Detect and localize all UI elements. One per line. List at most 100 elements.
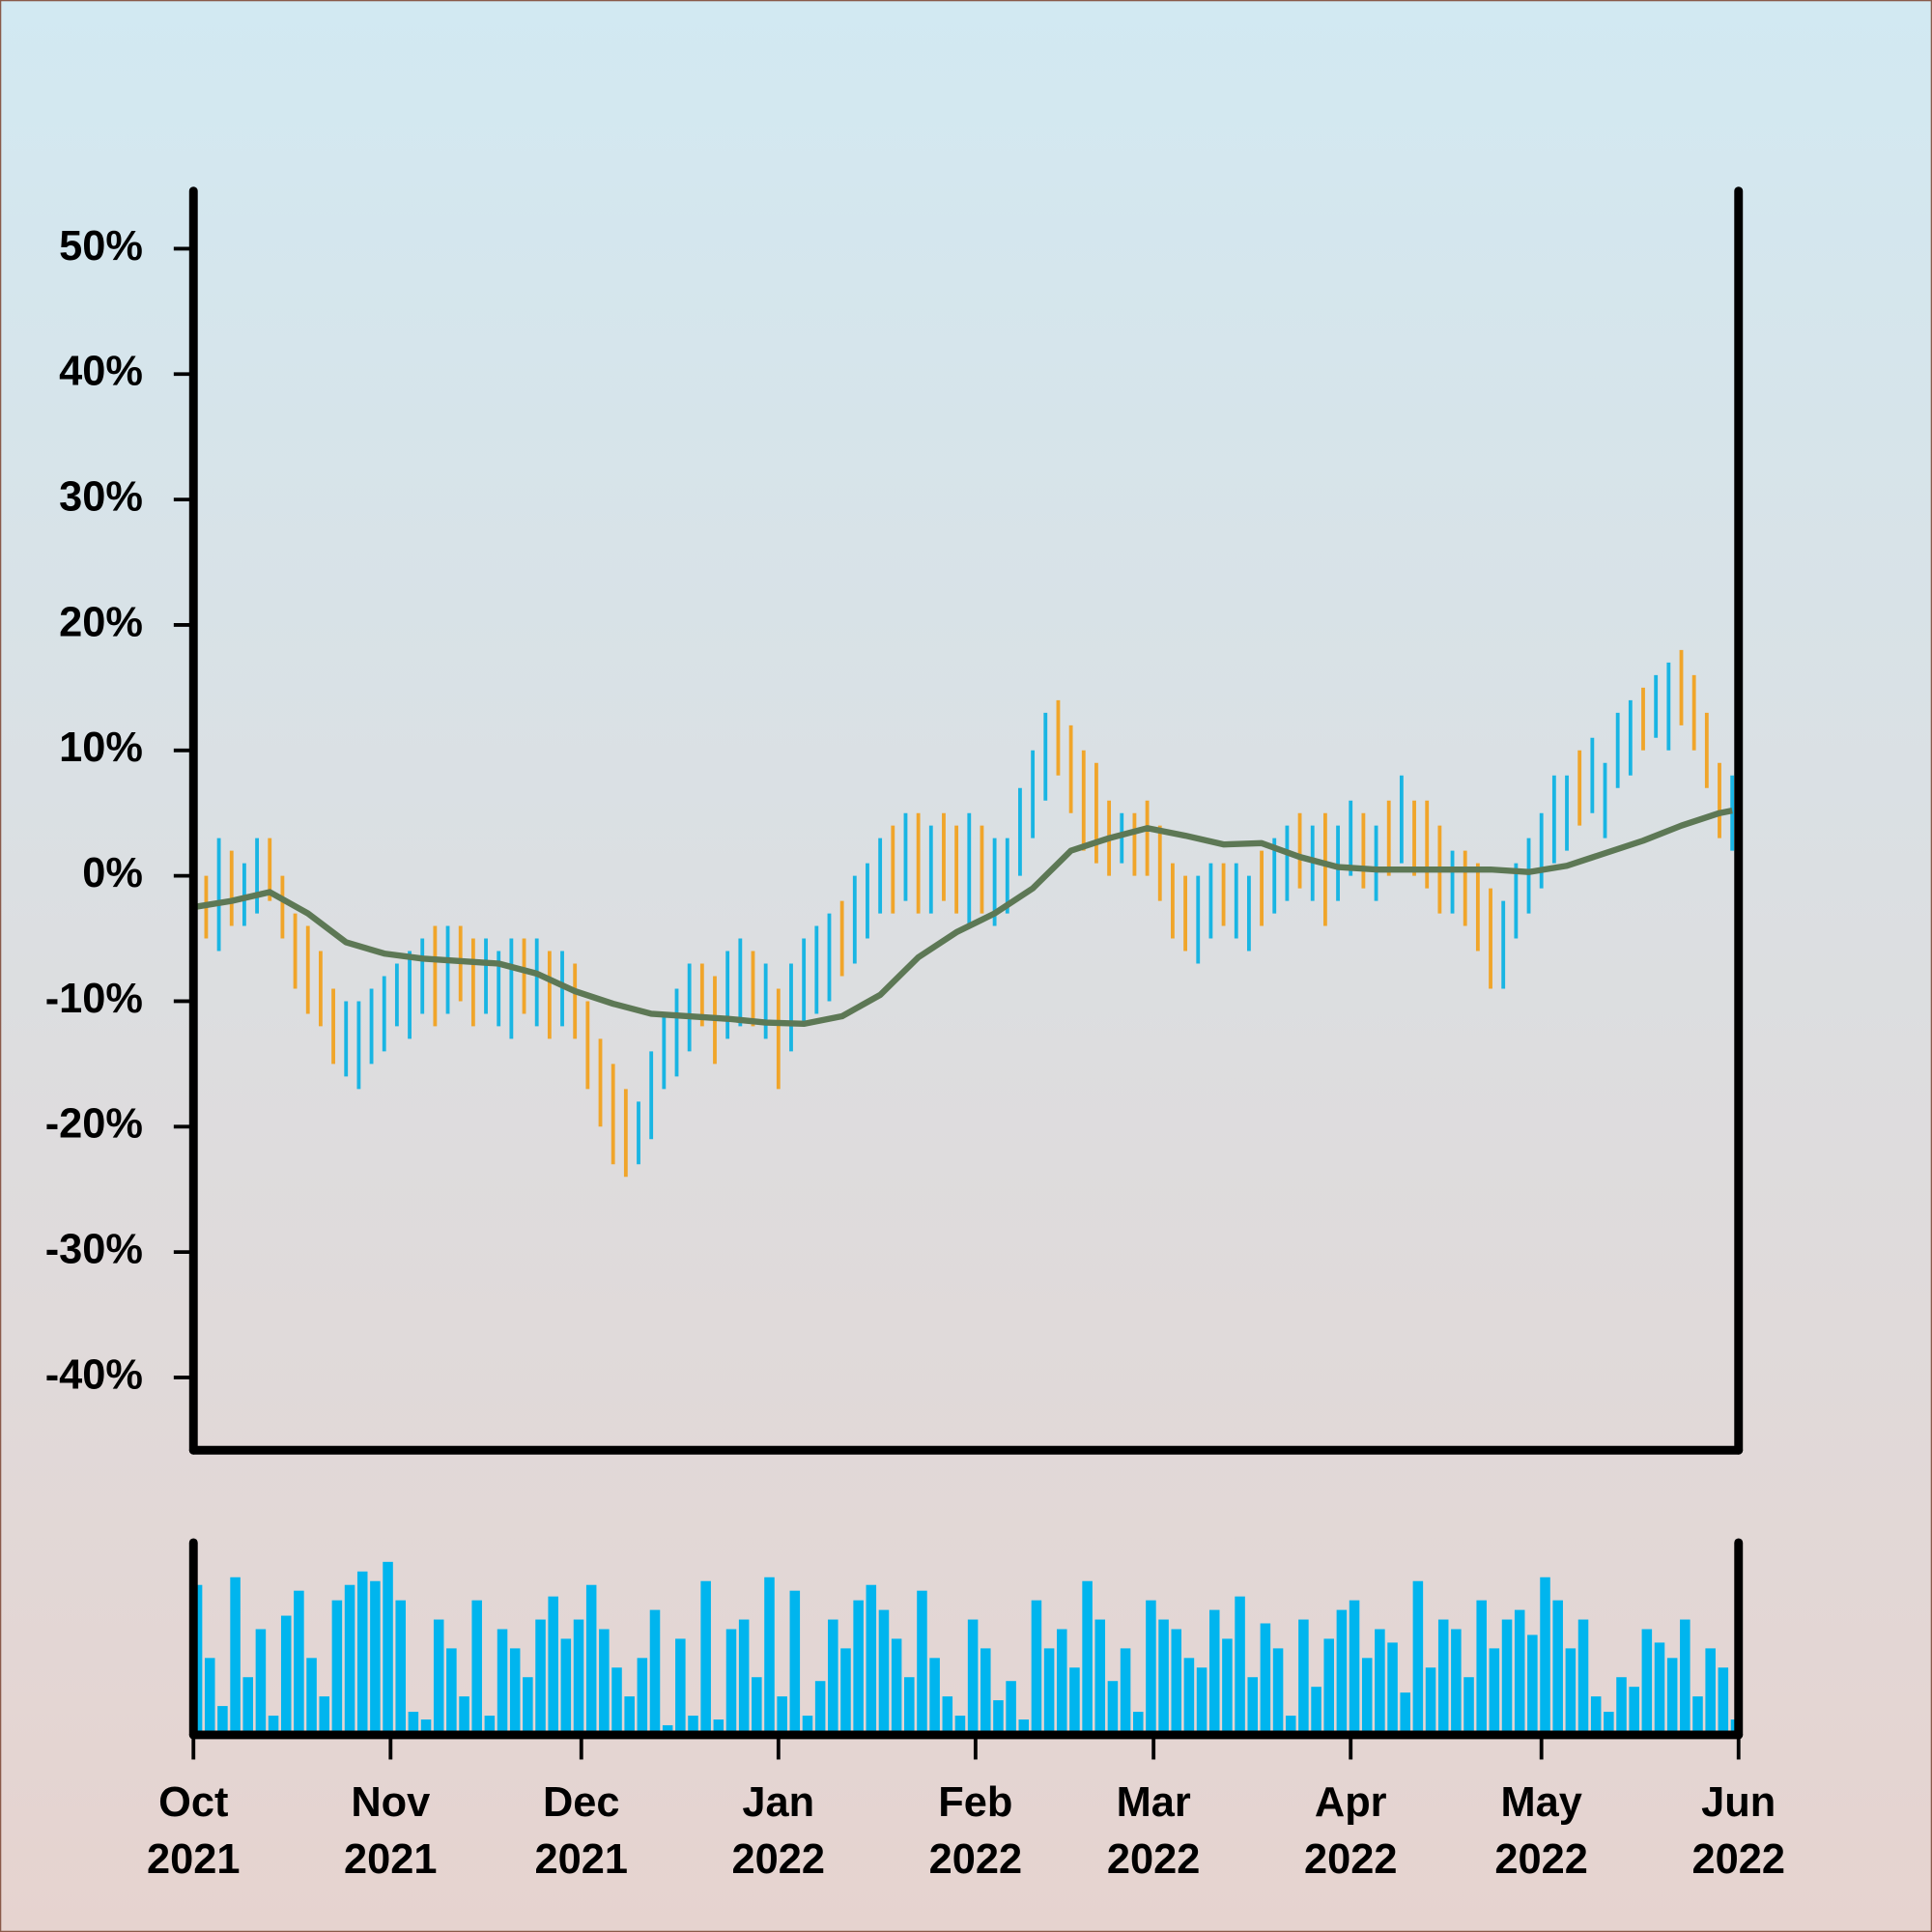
- volume-bar: [1183, 1658, 1195, 1735]
- x-tick-label: Feb 2022: [928, 1778, 1023, 1883]
- y-tick-label: -40%: [45, 1351, 143, 1398]
- volume-bar: [433, 1619, 444, 1735]
- y-tick-label: 20%: [59, 599, 143, 645]
- x-tick-label: May 2022: [1494, 1778, 1588, 1883]
- volume-bar: [1400, 1692, 1410, 1735]
- volume-bar: [1718, 1667, 1729, 1735]
- volume-bar: [993, 1700, 1004, 1735]
- volume-bar: [459, 1696, 469, 1735]
- volume-bar: [725, 1629, 737, 1735]
- volume-bar: [1158, 1619, 1169, 1735]
- volume-bar: [344, 1584, 355, 1735]
- moving-average-line: [192, 807, 1733, 1028]
- volume-bar: [840, 1648, 851, 1735]
- volume-bar: [1272, 1648, 1284, 1735]
- volume-bar: [752, 1677, 762, 1735]
- volume-bar: [675, 1638, 686, 1735]
- volume-bar: [1577, 1619, 1589, 1735]
- volume-bar: [1629, 1687, 1639, 1735]
- volume-bar: [1006, 1681, 1016, 1735]
- volume-bar: [1451, 1629, 1462, 1735]
- x-tick-label: Nov 2021: [344, 1778, 438, 1883]
- volume-bar: [802, 1716, 813, 1735]
- x-tick-label: Oct 2021: [147, 1778, 241, 1883]
- volume-bar: [828, 1619, 838, 1735]
- volume-bar: [1222, 1638, 1233, 1735]
- volume-bar: [1540, 1577, 1550, 1735]
- x-tick-label-box: Mar 2022: [1107, 1779, 1200, 1883]
- volume-bar: [1260, 1623, 1271, 1735]
- volume-bar: [1616, 1677, 1627, 1735]
- volume-bar: [1604, 1712, 1614, 1735]
- volume-bar: [777, 1696, 787, 1735]
- volume-bar: [1107, 1681, 1119, 1735]
- volume-bar: [1527, 1634, 1538, 1735]
- volume-bar: [319, 1696, 329, 1735]
- volume-bar: [878, 1609, 890, 1735]
- volume-bar: [637, 1658, 648, 1735]
- volume-bar: [1323, 1638, 1334, 1735]
- y-tick-label: -20%: [45, 1101, 143, 1148]
- x-tick-label: Dec 2021: [534, 1778, 628, 1883]
- volume-bar: [1018, 1719, 1030, 1735]
- x-tick-label-box: Jan 2022: [732, 1779, 825, 1883]
- volume-bar: [1375, 1629, 1385, 1735]
- volume-bar: [1336, 1609, 1348, 1735]
- volume-bar: [1120, 1648, 1131, 1735]
- volume-bar: [509, 1648, 521, 1735]
- volume-bar: [1235, 1596, 1245, 1735]
- y-tick-label: -30%: [45, 1227, 143, 1273]
- volume-bar: [1692, 1696, 1703, 1735]
- volume-bar: [1171, 1629, 1182, 1735]
- volume-bar: [1476, 1600, 1487, 1735]
- volume-bar: [700, 1580, 711, 1735]
- volume-bar: [942, 1696, 953, 1735]
- x-tick-label: Jun 2022: [1691, 1778, 1785, 1883]
- volume-bar: [1565, 1648, 1577, 1735]
- x-tick-label-box: May 2022: [1494, 1778, 1588, 1883]
- volume-bar: [904, 1677, 915, 1735]
- volume-bar: [1680, 1619, 1690, 1735]
- y-tick-label: 50%: [59, 223, 143, 270]
- volume-bar: [891, 1638, 902, 1735]
- x-tick-label: Apr 2022: [1303, 1778, 1398, 1883]
- volume-bar: [204, 1658, 215, 1735]
- volume-bar: [383, 1561, 393, 1735]
- volume-bar: [1031, 1600, 1042, 1735]
- volume-bar: [471, 1600, 482, 1735]
- volume-bar: [1132, 1712, 1144, 1735]
- volume-bar: [1361, 1658, 1373, 1735]
- volume-bar: [611, 1667, 622, 1735]
- volume-bar: [306, 1658, 317, 1735]
- volume-bar: [738, 1619, 750, 1735]
- volume-bar: [1641, 1629, 1653, 1735]
- volume-bar: [408, 1712, 419, 1735]
- volume-bar: [713, 1719, 724, 1735]
- volume-bar: [929, 1658, 940, 1735]
- volume-bar: [230, 1577, 241, 1735]
- volume-bar: [573, 1619, 584, 1735]
- volume-bar: [1463, 1677, 1474, 1735]
- volume-bar: [370, 1580, 381, 1735]
- x-tick-label-box: Feb 2022: [928, 1778, 1023, 1883]
- volume-bar: [1552, 1600, 1563, 1735]
- volume-bar: [649, 1609, 661, 1735]
- volume-bar: [484, 1716, 496, 1735]
- x-tick-label-box: Oct 2021: [147, 1778, 241, 1883]
- volume-bar: [866, 1584, 877, 1735]
- volume-bar: [1082, 1580, 1093, 1735]
- volume-bar: [523, 1677, 533, 1735]
- x-tick-label-box: Dec 2021: [534, 1778, 628, 1883]
- plot-area: -40% -30% -20% -10% 0% 10% 20% 30% 40% 50% Oct 202…: [45, 186, 1785, 1883]
- volume-bar: [242, 1677, 254, 1735]
- volume-bar: [599, 1629, 610, 1735]
- volume-bar: [1514, 1609, 1525, 1735]
- volume-bar: [917, 1590, 927, 1735]
- volume-bar: [1069, 1667, 1080, 1735]
- volume-bar: [688, 1716, 698, 1735]
- volume-bar: [954, 1716, 966, 1735]
- y-tick-label: -10%: [45, 976, 143, 1022]
- volume-bar: [1057, 1629, 1067, 1735]
- volume-bar: [1590, 1696, 1602, 1735]
